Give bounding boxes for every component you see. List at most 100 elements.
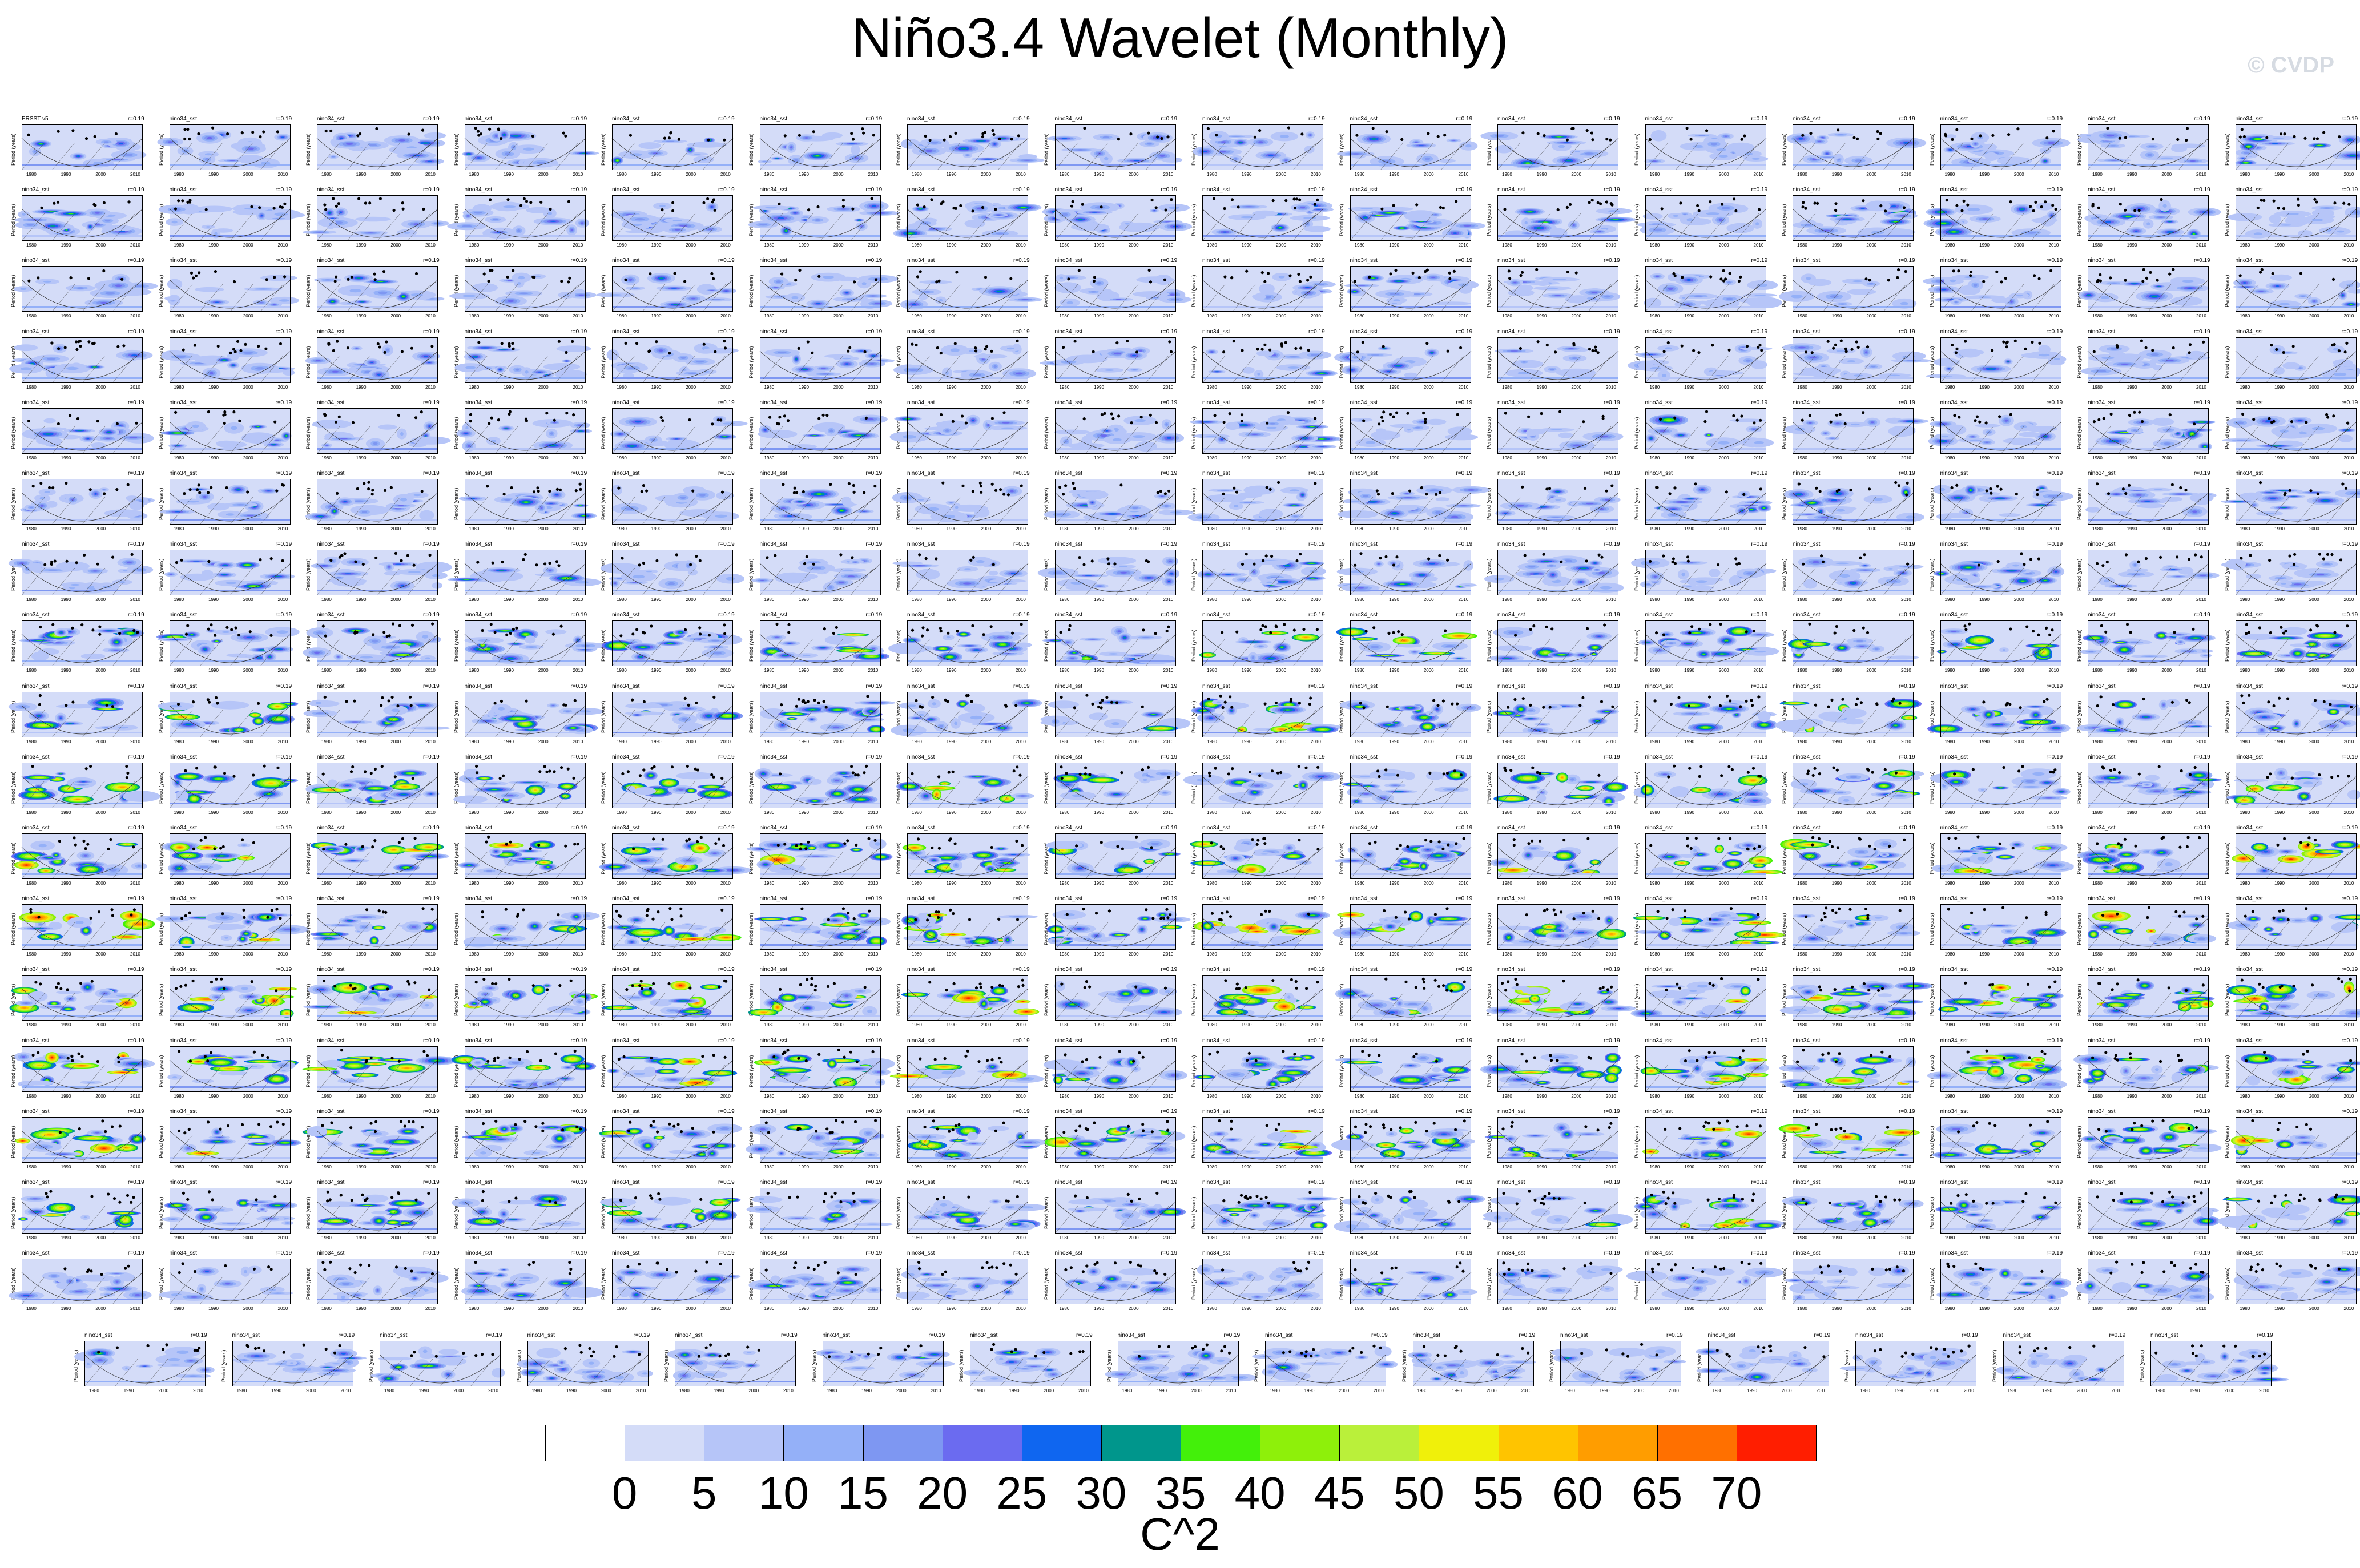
significance-dot [1092, 280, 1096, 283]
panel-x-tick-label: 1990 [2127, 243, 2137, 248]
significance-dot [919, 270, 922, 273]
significance-dot [1720, 203, 1723, 206]
significance-dot [557, 340, 561, 343]
power-contour [1798, 138, 1803, 140]
significance-dot [1292, 197, 1296, 201]
significance-dot [1426, 132, 1429, 135]
power-contour [258, 288, 268, 290]
significance-dot [1166, 135, 1170, 139]
panel-x-tick-label: 1990 [356, 385, 367, 390]
significance-dot [1260, 271, 1264, 275]
panel-x-tick-label: 1990 [504, 172, 514, 177]
significance-dot [2149, 271, 2152, 275]
power-contour [1821, 137, 1824, 139]
significance-dot [2119, 203, 2122, 206]
wavelet-power-plot [1202, 337, 1338, 383]
power-contour [1556, 136, 1562, 138]
panel-x-tick-label: 2010 [720, 172, 731, 177]
wavelet-power-plot [1779, 266, 1917, 312]
panel-y-axis-label: Period (years) [158, 346, 164, 378]
panel-x-tick-label: 1990 [1832, 172, 1842, 177]
power-contour [2258, 291, 2264, 292]
power-band [22, 306, 143, 308]
significance-dot [1436, 135, 1440, 138]
significance-dot [943, 138, 946, 142]
power-contour [689, 149, 691, 151]
significance-dot [984, 347, 987, 350]
panel-x-tick-label: 2010 [573, 313, 583, 319]
significance-dot [327, 342, 331, 346]
power-band [2088, 164, 2209, 166]
significance-dot [2118, 136, 2121, 140]
power-band [1350, 306, 1471, 308]
power-contour [33, 150, 37, 153]
power-contour [1114, 352, 1121, 354]
power-contour [515, 368, 519, 371]
significance-dot [974, 346, 977, 349]
panel-x-tick-label: 2000 [1571, 243, 1581, 248]
wavelet-power-plot [158, 195, 305, 241]
power-contour [167, 297, 175, 300]
panel-x-tick-label: 1980 [2092, 243, 2103, 248]
panel-variable-label: nino34_sst [317, 187, 344, 193]
coi-hatch [1852, 142, 1876, 171]
significance-dot [849, 132, 853, 135]
significance-dot [2303, 136, 2307, 140]
power-contour [1682, 213, 1686, 215]
power-contour [1540, 282, 1547, 285]
power-contour [26, 224, 34, 227]
coi-hatch [82, 142, 106, 171]
power-contour [19, 345, 32, 349]
power-contour [2152, 296, 2157, 297]
panel-y-axis-label: Period (years) [748, 346, 754, 378]
panel-stat-label: r=0.19 [276, 258, 292, 264]
wavelet-power-plot [900, 124, 1045, 171]
power-contour [993, 365, 997, 368]
power-contour [2301, 232, 2309, 235]
significance-dot [410, 346, 413, 350]
power-band [1940, 235, 2061, 237]
power-contour [103, 141, 109, 143]
power-contour [696, 143, 717, 147]
coi-hatch [997, 142, 1021, 171]
significance-dot [1073, 339, 1077, 342]
power-contour [133, 146, 139, 148]
panel-x-tick-label: 1980 [1797, 172, 1807, 177]
cone-of-influence [907, 138, 1029, 167]
panel-x-tick-label: 1990 [2274, 172, 2285, 177]
significance-dot [1609, 202, 1613, 205]
panel-x-tick-label: 2010 [1901, 243, 1911, 248]
panel-x-tick-label: 1980 [321, 172, 332, 177]
power-contour [1383, 348, 1386, 349]
significance-dot [1385, 130, 1388, 134]
power-contour [1973, 284, 1978, 287]
significance-dot [1570, 127, 1574, 131]
significance-dot [1813, 201, 1817, 205]
significance-dot [421, 128, 425, 132]
significance-dot [506, 198, 510, 201]
panel-stat-label: r=0.19 [1013, 116, 1030, 122]
panel-x-tick-label: 2000 [1129, 172, 1139, 177]
power-contour [1572, 224, 1575, 227]
panel-x-tick-label: 1980 [912, 243, 922, 248]
wavelet-power-plot [454, 337, 591, 383]
significance-dot [1415, 203, 1418, 207]
panel-stat-label: r=0.19 [1604, 187, 1620, 193]
significance-dot [874, 278, 877, 281]
panel-x-tick-label: 2000 [1866, 313, 1876, 319]
significance-dot [323, 203, 327, 207]
power-contour [549, 220, 557, 223]
panel-x-tick-label: 1990 [2127, 172, 2137, 177]
significance-dot [2347, 203, 2350, 206]
power-contour [764, 207, 777, 209]
panel-x-tick-label: 2000 [981, 385, 991, 390]
significance-dot [994, 208, 997, 211]
panel-y-axis-label: Period (years) [1634, 133, 1640, 166]
panel-x-tick-label: 2000 [833, 385, 844, 390]
power-contour [617, 160, 618, 161]
significance-dot [1280, 344, 1284, 348]
coi-hatch [967, 142, 991, 171]
